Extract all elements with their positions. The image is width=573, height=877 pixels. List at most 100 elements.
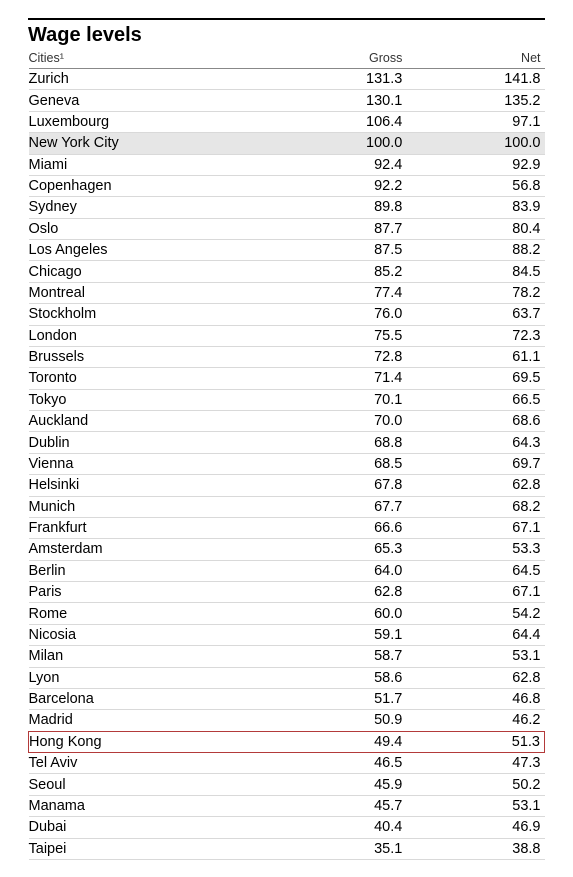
cell-city: Nicosia [29, 624, 277, 645]
table-row: Vienna68.569.7 [29, 453, 545, 474]
cell-gross: 58.7 [276, 646, 410, 667]
col-header-city: Cities¹ [29, 49, 277, 69]
cell-gross: 67.7 [276, 496, 410, 517]
cell-city: Paris [29, 582, 277, 603]
cell-gross: 70.1 [276, 389, 410, 410]
table-row: Toronto71.469.5 [29, 368, 545, 389]
cell-net: 68.2 [410, 496, 544, 517]
table-row: Oslo87.780.4 [29, 218, 545, 239]
cell-gross: 68.8 [276, 432, 410, 453]
table-row: Berlin64.064.5 [29, 560, 545, 581]
cell-city: Taipei [29, 838, 277, 859]
cell-gross: 58.6 [276, 667, 410, 688]
table-row: Barcelona51.746.8 [29, 688, 545, 709]
cell-net: 100.0 [410, 133, 544, 154]
cell-net: 80.4 [410, 218, 544, 239]
cell-city: Stockholm [29, 304, 277, 325]
cell-gross: 92.2 [276, 175, 410, 196]
table-row: Brussels72.861.1 [29, 346, 545, 367]
cell-net: 53.1 [410, 795, 544, 816]
cell-city: Lyon [29, 667, 277, 688]
cell-net: 67.1 [410, 517, 544, 538]
cell-gross: 72.8 [276, 346, 410, 367]
cell-net: 141.8 [410, 69, 544, 90]
table-row: Tel Aviv46.547.3 [29, 753, 545, 774]
cell-city: New York City [29, 133, 277, 154]
cell-gross: 75.5 [276, 325, 410, 346]
cell-gross: 35.1 [276, 838, 410, 859]
cell-net: 53.1 [410, 646, 544, 667]
cell-net: 83.9 [410, 197, 544, 218]
cell-gross: 49.4 [276, 731, 410, 752]
cell-gross: 68.5 [276, 453, 410, 474]
cell-gross: 87.5 [276, 240, 410, 261]
cell-gross: 65.3 [276, 539, 410, 560]
cell-city: Los Angeles [29, 240, 277, 261]
page-title: Wage levels [28, 18, 545, 49]
cell-gross: 70.0 [276, 411, 410, 432]
table-row: Helsinki67.862.8 [29, 475, 545, 496]
cell-gross: 67.8 [276, 475, 410, 496]
cell-city: London [29, 325, 277, 346]
table-row: Auckland70.068.6 [29, 411, 545, 432]
table-row: Madrid50.946.2 [29, 710, 545, 731]
cell-net: 62.8 [410, 667, 544, 688]
cell-net: 61.1 [410, 346, 544, 367]
table-row: Manama45.753.1 [29, 795, 545, 816]
cell-city: Seoul [29, 774, 277, 795]
cell-city: Dubai [29, 817, 277, 838]
cell-net: 67.1 [410, 582, 544, 603]
table-row: Luxembourg106.497.1 [29, 111, 545, 132]
cell-city: Oslo [29, 218, 277, 239]
table-row: Lyon58.662.8 [29, 667, 545, 688]
cell-net: 46.9 [410, 817, 544, 838]
cell-gross: 64.0 [276, 560, 410, 581]
cell-gross: 106.4 [276, 111, 410, 132]
cell-gross: 45.9 [276, 774, 410, 795]
cell-city: Sydney [29, 197, 277, 218]
table-row: Stockholm76.063.7 [29, 304, 545, 325]
table-row: Paris62.867.1 [29, 582, 545, 603]
cell-city: Brussels [29, 346, 277, 367]
cell-city: Tokyo [29, 389, 277, 410]
cell-gross: 92.4 [276, 154, 410, 175]
cell-gross: 51.7 [276, 688, 410, 709]
table-row: Hong Kong49.451.3 [29, 731, 545, 752]
cell-net: 51.3 [410, 731, 544, 752]
cell-net: 72.3 [410, 325, 544, 346]
wage-table: Cities¹ Gross Net Zurich131.3141.8Geneva… [28, 49, 545, 860]
table-row: Taipei35.138.8 [29, 838, 545, 859]
cell-net: 46.2 [410, 710, 544, 731]
cell-net: 64.3 [410, 432, 544, 453]
cell-city: Toronto [29, 368, 277, 389]
cell-city: Geneva [29, 90, 277, 111]
table-row: London75.572.3 [29, 325, 545, 346]
cell-net: 38.8 [410, 838, 544, 859]
cell-net: 47.3 [410, 753, 544, 774]
cell-gross: 87.7 [276, 218, 410, 239]
cell-city: Auckland [29, 411, 277, 432]
cell-net: 69.7 [410, 453, 544, 474]
cell-net: 53.3 [410, 539, 544, 560]
table-row: New York City100.0100.0 [29, 133, 545, 154]
cell-city: Zurich [29, 69, 277, 90]
cell-gross: 77.4 [276, 282, 410, 303]
table-row: Frankfurt66.667.1 [29, 517, 545, 538]
table-row: Tokyo70.166.5 [29, 389, 545, 410]
cell-city: Copenhagen [29, 175, 277, 196]
table-body: Zurich131.3141.8Geneva130.1135.2Luxembou… [29, 69, 545, 860]
cell-net: 50.2 [410, 774, 544, 795]
cell-net: 135.2 [410, 90, 544, 111]
cell-net: 62.8 [410, 475, 544, 496]
cell-gross: 62.8 [276, 582, 410, 603]
table-row: Dubai40.446.9 [29, 817, 545, 838]
cell-net: 54.2 [410, 603, 544, 624]
table-row: Zurich131.3141.8 [29, 69, 545, 90]
cell-gross: 89.8 [276, 197, 410, 218]
cell-city: Manama [29, 795, 277, 816]
cell-gross: 40.4 [276, 817, 410, 838]
cell-city: Tel Aviv [29, 753, 277, 774]
cell-city: Madrid [29, 710, 277, 731]
cell-city: Rome [29, 603, 277, 624]
cell-city: Miami [29, 154, 277, 175]
